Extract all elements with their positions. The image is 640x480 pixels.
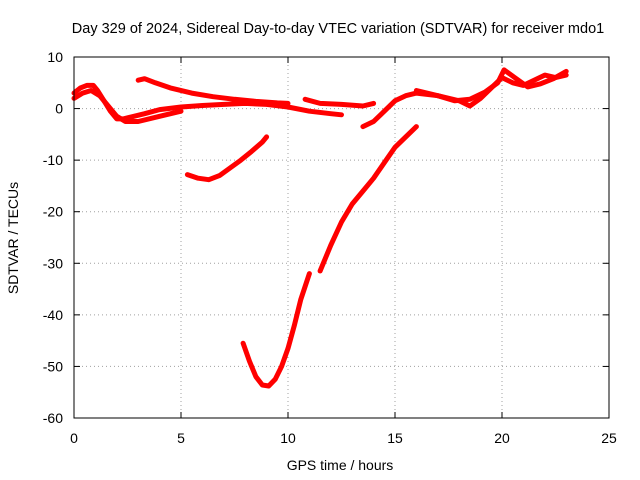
series-group xyxy=(71,67,569,389)
y-tick-label: -30 xyxy=(43,255,63,271)
x-tick-label: 25 xyxy=(601,430,617,446)
y-tick-label: -10 xyxy=(43,152,63,168)
series-arc-c xyxy=(135,76,291,106)
y-tick-label: -60 xyxy=(43,410,63,426)
x-tick-label: 20 xyxy=(494,430,510,446)
x-tick-label: 0 xyxy=(70,430,78,446)
series-arc-a xyxy=(71,82,344,122)
series-arc-h xyxy=(240,271,312,389)
series-arc-f xyxy=(360,72,569,130)
series-arc-i xyxy=(317,124,419,274)
x-tick-label: 5 xyxy=(177,430,185,446)
y-tick-label: 0 xyxy=(55,101,63,117)
ticks xyxy=(73,56,610,419)
series-arc-b xyxy=(71,88,184,124)
y-axis-label: SDTVAR / TECUs xyxy=(5,182,21,294)
y-tick-label: -20 xyxy=(43,204,63,220)
tick-labels: 0 5 10 15 20 25 10 0 -10 -20 -30 -40 -50 -60 xyxy=(43,49,617,446)
y-tick-label: -50 xyxy=(43,358,63,374)
chart-title: Day 329 of 2024, Sidereal Day-to-day VTE… xyxy=(72,21,604,37)
plot-frame xyxy=(73,56,610,419)
y-tick-label: -40 xyxy=(43,307,63,323)
x-tick-label: 10 xyxy=(280,430,296,446)
series-arc-e xyxy=(302,96,377,109)
series-arc-d xyxy=(184,134,270,183)
y-tick-label: 10 xyxy=(47,49,63,65)
series-arc-g xyxy=(413,67,569,104)
grid xyxy=(74,57,609,418)
x-axis-label: GPS time / hours xyxy=(287,457,394,473)
x-tick-label: 15 xyxy=(387,430,403,446)
